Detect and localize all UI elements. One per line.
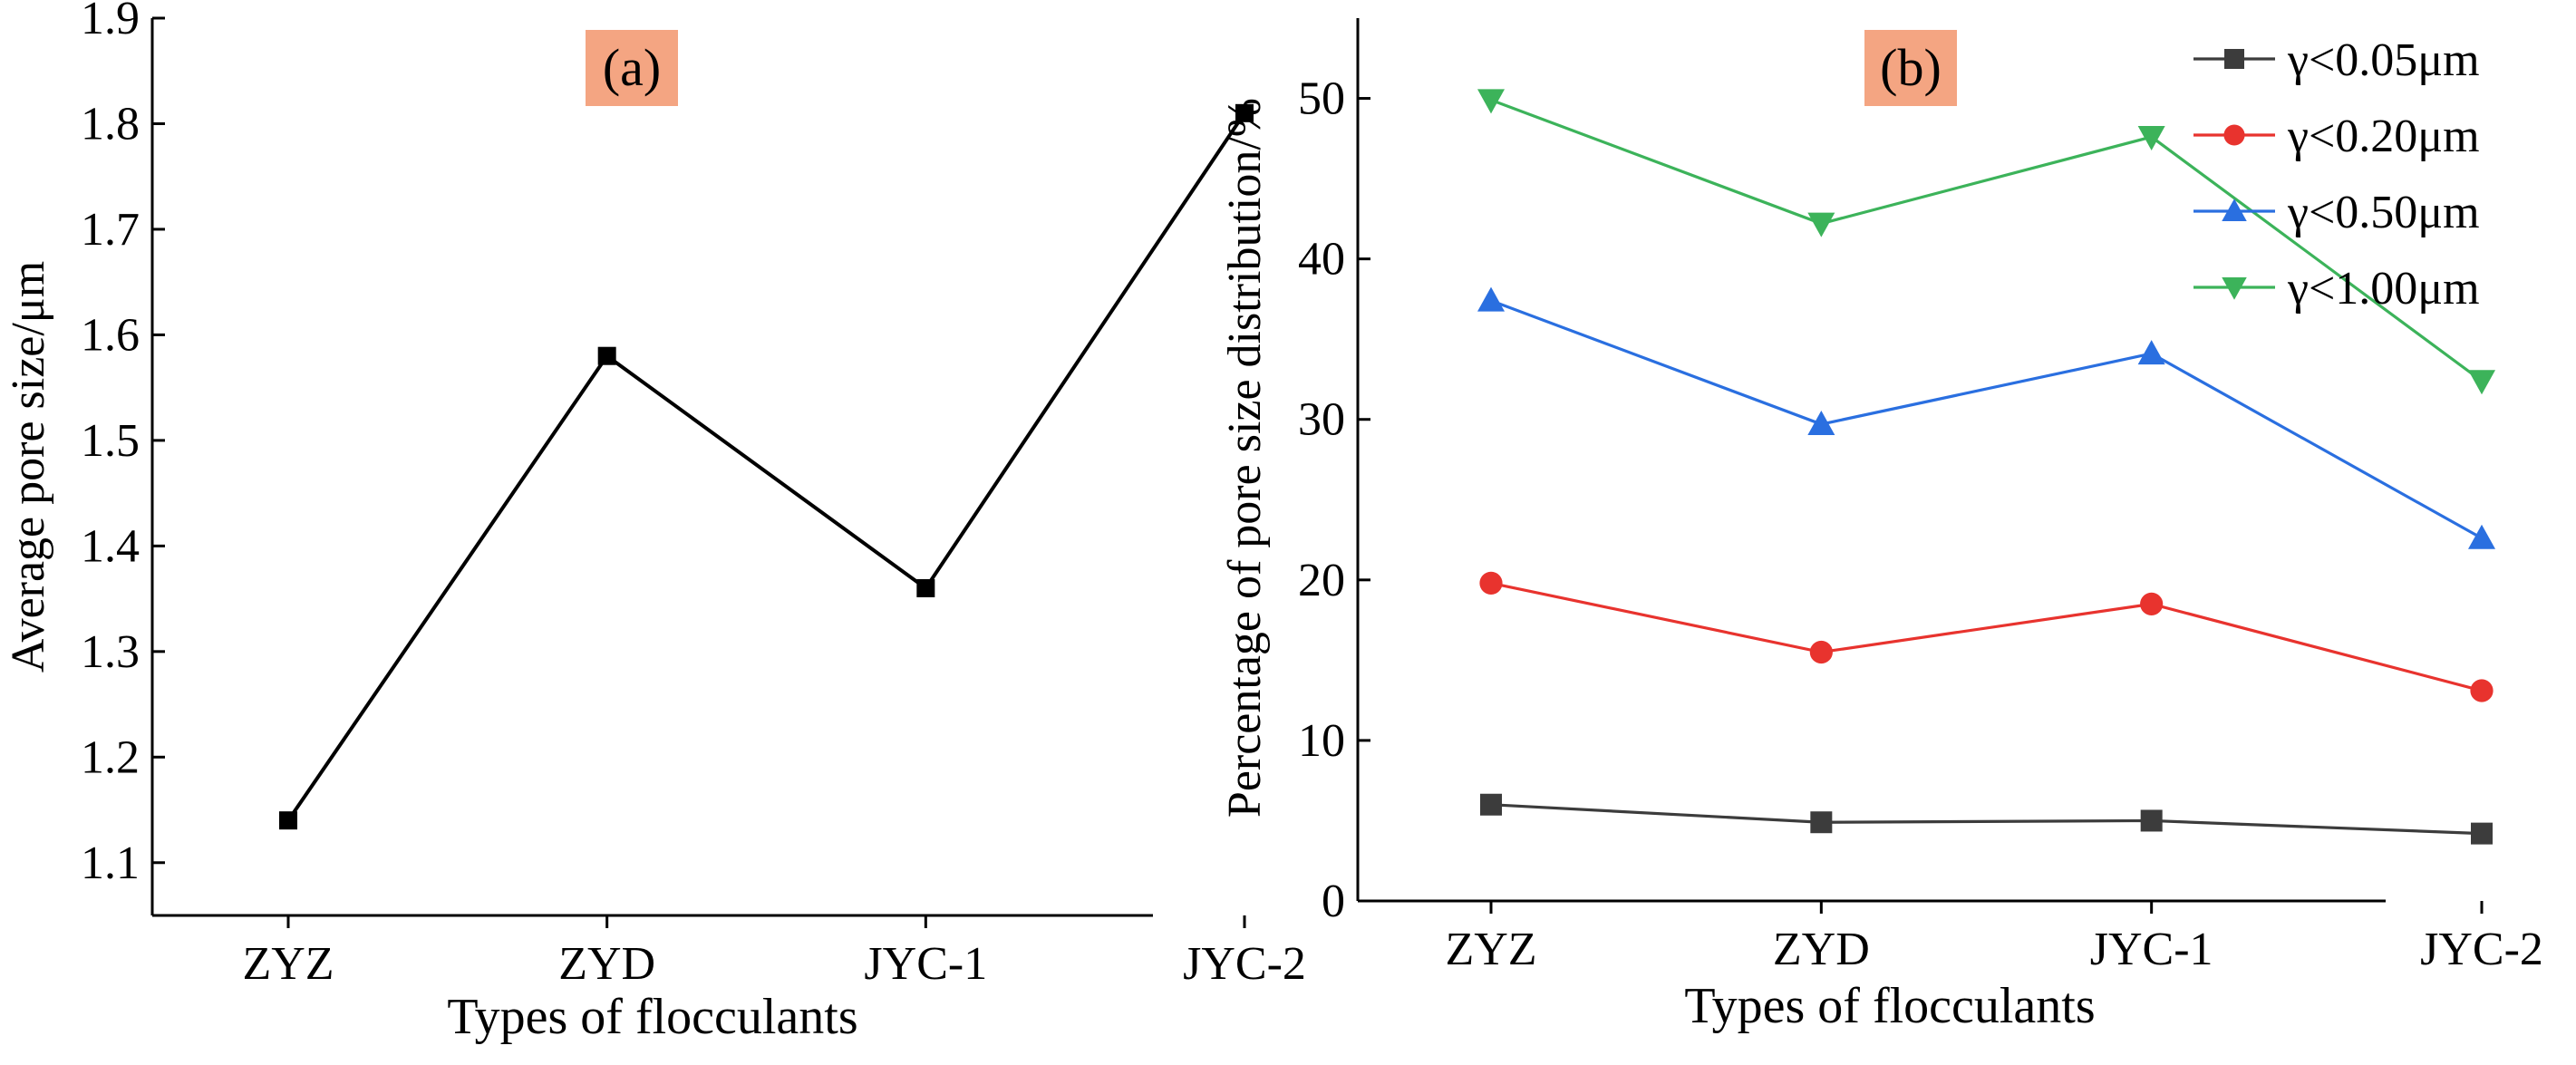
chart-b-legend: γ<0.05μm γ<0.20μm γ<0.50μm γ<1.00μm	[2193, 34, 2480, 315]
chart-a: 1.1 1.2 1.3 1.4 1.5 1.6 1.7 1.8 1.9 ZYZ ZYD JYC-1 JY…	[3, 0, 1306, 1045]
x-tick-label: ZYD	[1773, 924, 1870, 975]
series-line-0	[1490, 803, 2483, 836]
chart-b: 0 10 20 30 40 50 ZYZ ZYD JYC-1 JYC-2 (b) Types of…	[1219, 18, 2543, 1034]
y-tick-label: 1.7	[81, 204, 140, 256]
legend-label-0: γ<0.05μm	[2287, 34, 2480, 86]
legend-marker-2	[2222, 198, 2247, 221]
data-point-s3-2	[2137, 126, 2165, 151]
x-tick-label: JYC-1	[864, 938, 987, 990]
legend-label-2: γ<0.50μm	[2287, 187, 2480, 238]
chart-b-xlabel: Types of flocculants	[1684, 978, 2095, 1034]
x-tick-label: ZYD	[558, 938, 655, 990]
legend-label-1: γ<0.20μm	[2287, 111, 2480, 162]
chart-b-panel-label-text: (b)	[1880, 38, 1942, 97]
legend-marker-0	[2224, 49, 2244, 69]
chart-b-axes: 0 10 20 30 40 50 ZYZ ZYD JYC-1 JYC-2	[1298, 18, 2543, 975]
legend-marker-1	[2223, 124, 2245, 146]
x-tick-label: JYC-2	[2420, 924, 2543, 975]
chart-a-axes: 1.1 1.2 1.3 1.4 1.5 1.6 1.7 1.8 1.9 ZYZ ZYD JYC-1 JY…	[81, 0, 1306, 990]
x-tick-label: JYC-1	[2090, 924, 2213, 975]
data-point-s1-3	[2470, 679, 2494, 702]
x-tick-label: ZYZ	[1445, 924, 1536, 975]
series-line-3	[1490, 98, 2483, 382]
y-tick-label: 1.1	[81, 837, 140, 889]
series-line-2	[1490, 299, 2483, 540]
data-point-s3-0	[1477, 89, 1505, 114]
chart-a-xlabel: Types of flocculants	[447, 989, 857, 1045]
data-point-s1-1	[1809, 640, 1833, 664]
data-point-s0-0	[279, 811, 297, 830]
chart-b-panel-label: (b)	[1864, 30, 1957, 106]
y-tick-label: 1.2	[81, 731, 140, 783]
series-line-1	[1490, 581, 2483, 692]
data-point-s2-2	[2137, 340, 2165, 365]
y-tick-label: 20	[1298, 555, 1345, 606]
legend-label-3: γ<1.00μm	[2287, 263, 2480, 315]
data-point-s0-1	[1810, 811, 1833, 834]
chart-a-panel-label-text: (a)	[603, 38, 661, 97]
data-point-s0-1	[597, 346, 616, 365]
y-tick-label: 0	[1322, 876, 1345, 927]
legend-marker-3	[2222, 277, 2247, 300]
data-point-s0-3	[1235, 103, 1254, 122]
x-tick-label: ZYZ	[242, 938, 334, 990]
data-point-s3-1	[1807, 212, 1835, 237]
data-point-s1-2	[2140, 592, 2164, 615]
data-point-s2-1	[1807, 411, 1835, 436]
data-point-s3-3	[2468, 370, 2495, 395]
chart-a-panel-label-bg	[586, 30, 678, 106]
y-tick-label: 1.8	[81, 98, 140, 150]
y-tick-label: 1.4	[81, 520, 140, 572]
y-tick-label: 40	[1298, 234, 1345, 286]
chart-a-panel-label: (a)	[586, 30, 678, 106]
chart-a-marks	[279, 103, 1254, 830]
y-tick-label: 1.6	[81, 309, 140, 361]
y-tick-label: 1.5	[81, 415, 140, 467]
x-tick-label: JYC-2	[1183, 938, 1306, 990]
data-point-s2-0	[1477, 286, 1505, 312]
data-point-s0-2	[2140, 809, 2163, 832]
chart-b-marks	[1477, 89, 2495, 845]
y-tick-label: 1.9	[81, 0, 140, 44]
y-tick-label: 30	[1298, 394, 1345, 446]
data-point-s1-0	[1479, 571, 1503, 595]
data-point-s0-0	[1480, 793, 1502, 816]
chart-a-ylabel: Average pore size/μm	[3, 261, 54, 673]
data-point-s0-2	[916, 578, 935, 597]
y-tick-label: 10	[1298, 715, 1345, 767]
data-point-s2-3	[2468, 524, 2495, 549]
series-line-0	[286, 111, 1246, 822]
data-point-s0-3	[2471, 822, 2493, 845]
chart-b-panel-label-bg	[1864, 30, 1957, 106]
y-tick-label: 1.3	[81, 626, 140, 678]
y-tick-label: 50	[1298, 73, 1345, 125]
chart-b-ylabel: Percentage of pore size distribution/%	[1219, 98, 1271, 818]
